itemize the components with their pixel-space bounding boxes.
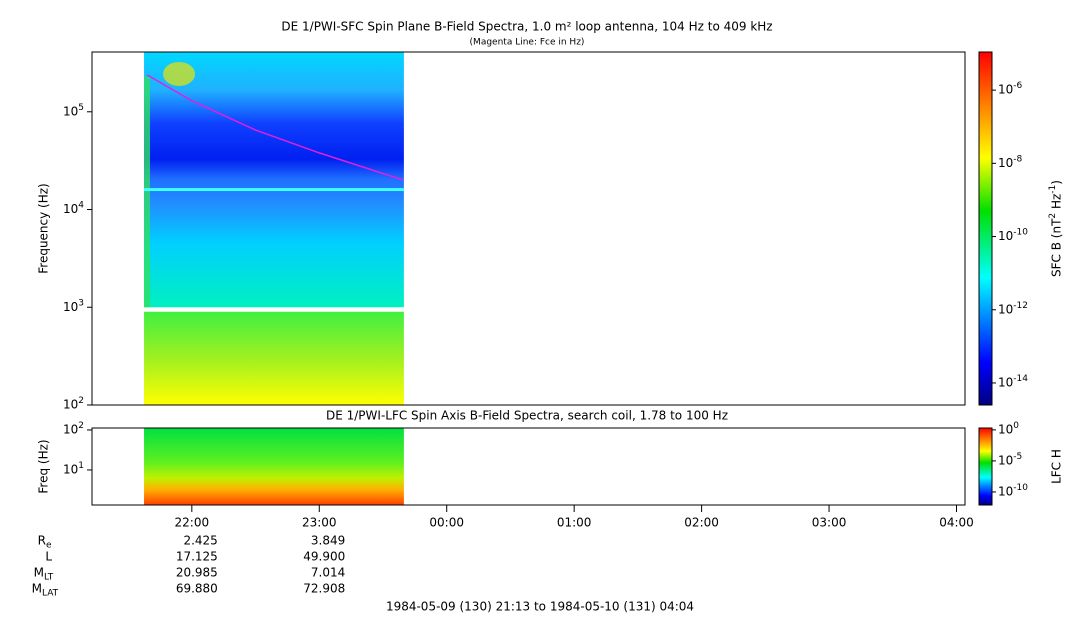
- colorbar: [978, 427, 993, 506]
- spectrogram-image: [144, 428, 404, 505]
- colorbar-label: SFC B (nT2 Hz-1): [1048, 180, 1064, 277]
- ephemeris-value: 69.880: [176, 582, 218, 596]
- ephemeris-value: 2.425: [183, 534, 217, 548]
- colorbar-tick-label: 100: [998, 420, 1019, 436]
- plot-frame: [91, 51, 966, 406]
- spectrogram-image: [144, 52, 404, 308]
- ephemeris-value: 72.908: [303, 582, 345, 596]
- spectrogram-line: [144, 188, 404, 192]
- colorbar-tick-label: 10-14: [998, 373, 1028, 389]
- colorbar-tick-label: 10-8: [998, 154, 1023, 170]
- panel-subtitle: (Magenta Line: Fce in Hz): [470, 38, 585, 48]
- panel-title: DE 1/PWI-SFC Spin Plane B-Field Spectra,…: [281, 20, 772, 34]
- y-axis-label: Freq (Hz): [37, 439, 51, 493]
- spectrogram-strip: [144, 77, 151, 308]
- y-tick-label: 104: [63, 200, 84, 216]
- ephemeris-label: L: [45, 550, 52, 564]
- ephemeris-value: 49.900: [303, 550, 345, 564]
- ephemeris-value: 3.849: [311, 534, 345, 548]
- y-tick-label: 103: [63, 298, 84, 314]
- ephemeris-label: R: [38, 534, 46, 548]
- y-tick-label: 102: [63, 396, 84, 412]
- y-axis-label: Frequency (Hz): [37, 183, 51, 274]
- fce-line: [146, 74, 404, 181]
- ephemeris-label: M: [34, 566, 44, 580]
- ephemeris-label-sub: LAT: [42, 589, 59, 599]
- x-tick-label: 00:00: [429, 516, 464, 530]
- spectrogram-feature: [163, 62, 196, 86]
- panel-title: DE 1/PWI-LFC Spin Axis B-Field Spectra, …: [326, 409, 728, 423]
- y-tick-label: 105: [63, 102, 84, 118]
- y-tick-label: 102: [63, 420, 84, 436]
- x-tick-label: 23:00: [302, 516, 337, 530]
- spectrogram-image: [144, 311, 404, 405]
- ephemeris-label-sub: LT: [44, 573, 54, 583]
- x-tick-label: 02:00: [684, 516, 719, 530]
- ephemeris-label-sub: e: [46, 541, 52, 551]
- colorbar-tick-label: 10-6: [998, 81, 1023, 97]
- x-tick-label: 22:00: [175, 516, 210, 530]
- x-tick-label: 04:00: [939, 516, 974, 530]
- colorbar-tick-label: 10-12: [998, 300, 1028, 316]
- footer: 1984-05-09 (130) 21:13 to 1984-05-10 (13…: [386, 600, 694, 614]
- ephemeris-label: M: [32, 582, 42, 596]
- x-tick-label: 03:00: [812, 516, 847, 530]
- colorbar-tick-label: 10-10: [998, 482, 1028, 498]
- ephemeris-value: 20.985: [176, 566, 218, 580]
- y-tick-label: 101: [63, 460, 84, 476]
- ephemeris-value: 17.125: [176, 550, 218, 564]
- colorbar-tick-label: 10-5: [998, 451, 1022, 467]
- plot-frame: [91, 427, 966, 506]
- ephemeris-value: 7.014: [311, 566, 345, 580]
- x-tick-label: 01:00: [557, 516, 592, 530]
- colorbar-tick-label: 10-10: [998, 227, 1028, 243]
- colorbar: [978, 51, 993, 406]
- colorbar-label: LFC H: [1050, 449, 1064, 484]
